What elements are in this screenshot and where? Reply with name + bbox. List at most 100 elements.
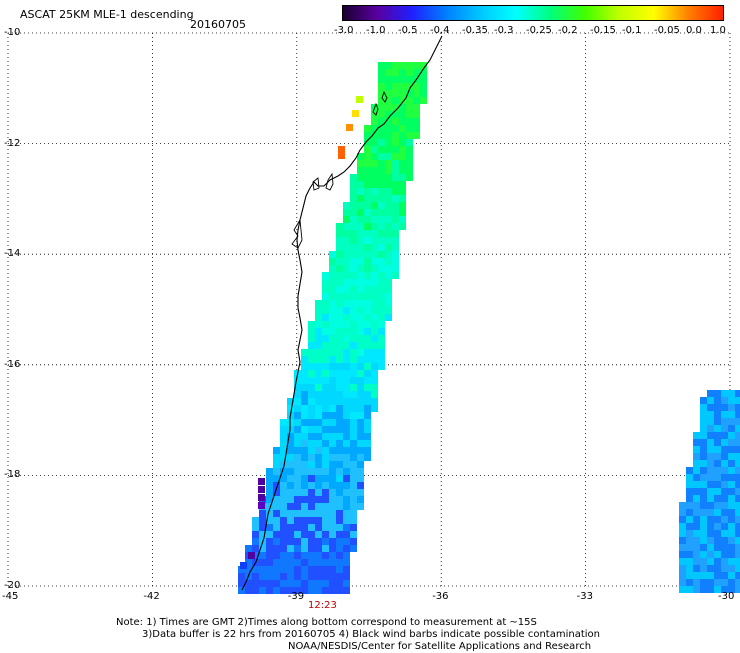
swath-cell — [399, 209, 406, 216]
swath-cell — [364, 286, 371, 293]
swath-cell — [728, 579, 735, 586]
swath-cell — [343, 566, 350, 573]
swath-cell — [357, 412, 364, 419]
swath-cell — [371, 391, 378, 398]
swath-cell — [714, 397, 721, 404]
swath-cell — [392, 97, 399, 104]
swath-cell — [385, 230, 392, 237]
product-date: 20160705 — [190, 18, 246, 31]
swath-cell — [343, 370, 350, 377]
swath-cell — [371, 370, 378, 377]
swath-cell — [728, 558, 735, 565]
swath-cell — [700, 474, 707, 481]
swath-cell — [721, 565, 728, 572]
swath-cell — [364, 153, 371, 160]
swath-cell — [385, 307, 392, 314]
swath-cell — [728, 495, 735, 502]
swath-cell — [322, 559, 329, 566]
swath-cell — [371, 153, 378, 160]
swath-cell — [364, 314, 371, 321]
swath-cell — [728, 544, 735, 551]
swath-cell — [301, 573, 308, 580]
swath-cell — [294, 433, 301, 440]
swath-cell — [315, 587, 322, 594]
swath-cell — [378, 125, 385, 132]
swath-cell — [336, 237, 343, 244]
swath-cell — [378, 188, 385, 195]
swath-cell — [714, 474, 721, 481]
swath-cell — [378, 223, 385, 230]
colorbar-tick: -0.25 — [526, 25, 552, 36]
swath-cell — [700, 558, 707, 565]
swath-cell — [350, 237, 357, 244]
swath-cell — [350, 426, 357, 433]
swath-cell — [378, 335, 385, 342]
swath-cell — [350, 335, 357, 342]
swath-cell — [399, 181, 406, 188]
swath-cell — [329, 377, 336, 384]
swath-cell — [714, 586, 721, 593]
swath-cell — [343, 559, 350, 566]
swath-cell — [399, 104, 406, 111]
swath-cell — [714, 460, 721, 467]
swath-cell — [378, 83, 385, 90]
swath-cell — [686, 495, 693, 502]
swath-cell — [266, 545, 273, 552]
swath-cell — [238, 587, 245, 594]
swath-cell — [350, 517, 357, 524]
swath-cell — [700, 586, 707, 593]
swath-cell — [336, 531, 343, 538]
swath-cell — [371, 111, 378, 118]
swath-cell — [287, 440, 294, 447]
swath-cell — [371, 272, 378, 279]
swath-cell — [259, 566, 266, 573]
swath-cell — [329, 314, 336, 321]
swath-cell — [336, 433, 343, 440]
swath-cell — [301, 419, 308, 426]
swath-cell — [357, 265, 364, 272]
swath-cell — [338, 146, 345, 153]
swath-cell — [308, 524, 315, 531]
swath-cell — [336, 552, 343, 559]
swath-cell — [329, 538, 336, 545]
swath-cell — [336, 307, 343, 314]
swath-cell — [343, 209, 350, 216]
swath-cell — [714, 418, 721, 425]
swath-cell — [371, 307, 378, 314]
swath-cell — [350, 405, 357, 412]
swath-cell — [735, 397, 740, 404]
swath-cell — [308, 384, 315, 391]
swath-cell — [343, 342, 350, 349]
swath-cell — [329, 307, 336, 314]
swath-cell — [329, 475, 336, 482]
swath-cell — [385, 132, 392, 139]
swath-cell — [371, 132, 378, 139]
swath-cell — [273, 468, 280, 475]
swath-cell — [315, 566, 322, 573]
swath-cell — [301, 447, 308, 454]
swath-cell — [294, 419, 301, 426]
swath-cell — [707, 397, 714, 404]
swath-cell — [273, 552, 280, 559]
swath-cell — [301, 426, 308, 433]
swath-cell — [721, 418, 728, 425]
swath-cell — [329, 356, 336, 363]
swath-cell — [287, 566, 294, 573]
swath-cell — [343, 307, 350, 314]
swath-cell — [308, 573, 315, 580]
swath-cell — [378, 314, 385, 321]
swath-cell — [280, 517, 287, 524]
swath-cell — [301, 538, 308, 545]
swath-cell — [322, 461, 329, 468]
swath-cell — [322, 272, 329, 279]
swath-cell — [385, 83, 392, 90]
colorbar — [342, 5, 724, 21]
swath-cell — [350, 482, 357, 489]
swath-cell — [329, 412, 336, 419]
swath-cell — [336, 279, 343, 286]
swath-cell — [266, 524, 273, 531]
swath-cell — [364, 188, 371, 195]
swath-cell — [343, 377, 350, 384]
swath-cell — [308, 391, 315, 398]
swath-cell — [308, 363, 315, 370]
